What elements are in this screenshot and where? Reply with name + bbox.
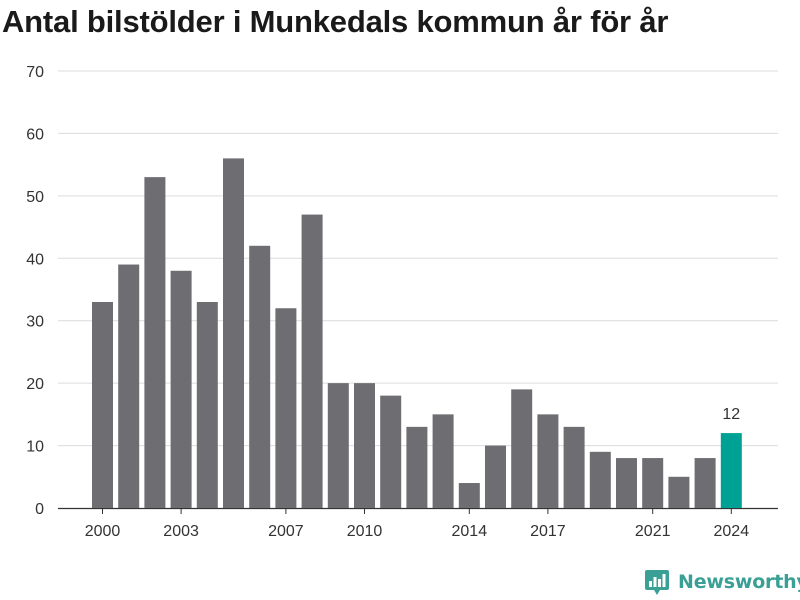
y-tick-label: 10 xyxy=(26,439,44,456)
x-tick-label: 2000 xyxy=(85,523,121,540)
bar xyxy=(668,476,690,508)
brand-name: Newsworthy xyxy=(678,571,800,593)
bar xyxy=(301,214,323,509)
y-tick-label: 40 xyxy=(26,251,44,268)
bar xyxy=(458,483,480,508)
newsworthy-logo-icon xyxy=(645,570,669,595)
bar xyxy=(327,383,349,508)
data-label: 12 xyxy=(722,406,740,423)
bar xyxy=(589,451,611,508)
bar xyxy=(642,458,664,508)
bar xyxy=(694,458,716,508)
x-tick-label: 2024 xyxy=(714,523,750,540)
chart-title: Antal bilstölder i Munkedals kommun år f… xyxy=(2,4,669,39)
bar xyxy=(563,426,585,508)
y-tick-label: 70 xyxy=(26,64,44,81)
bar xyxy=(406,426,428,508)
bar xyxy=(92,301,113,508)
bar xyxy=(616,458,637,508)
bar xyxy=(275,308,297,508)
bar-chart: 0 10 20 30 40 50 60 70 12 2000 2003 2007 2010 2014 201… xyxy=(26,64,778,540)
x-tick-label: 2003 xyxy=(163,523,199,540)
x-tick-label: 2007 xyxy=(268,523,304,540)
bar xyxy=(249,245,271,509)
y-tick-label: 50 xyxy=(26,189,44,206)
bar xyxy=(170,270,192,508)
x-tick-label: 2021 xyxy=(635,523,671,540)
y-tick-label: 20 xyxy=(26,376,44,393)
bar xyxy=(118,264,140,508)
bar xyxy=(354,383,375,508)
bar xyxy=(485,445,506,508)
tick-labels: 0 10 20 30 40 50 60 70 12 2000 2003 2007 2010 2014 201… xyxy=(26,64,749,540)
bar xyxy=(537,414,559,508)
bar xyxy=(196,301,218,508)
y-tick-label: 0 xyxy=(35,501,44,518)
y-tick-label: 30 xyxy=(26,314,44,331)
x-tick-label: 2017 xyxy=(530,523,566,540)
bar-highlight xyxy=(720,433,742,508)
bar xyxy=(223,158,244,508)
y-tick-label: 60 xyxy=(26,126,44,143)
x-tick-label: 2010 xyxy=(347,523,383,540)
newsworthy-logo[interactable]: Newsworthy xyxy=(644,568,800,596)
bar xyxy=(432,414,454,508)
bar xyxy=(511,389,533,508)
x-tick-label: 2014 xyxy=(452,523,488,540)
bar xyxy=(380,395,402,508)
bars xyxy=(92,158,742,509)
bar xyxy=(144,177,166,508)
